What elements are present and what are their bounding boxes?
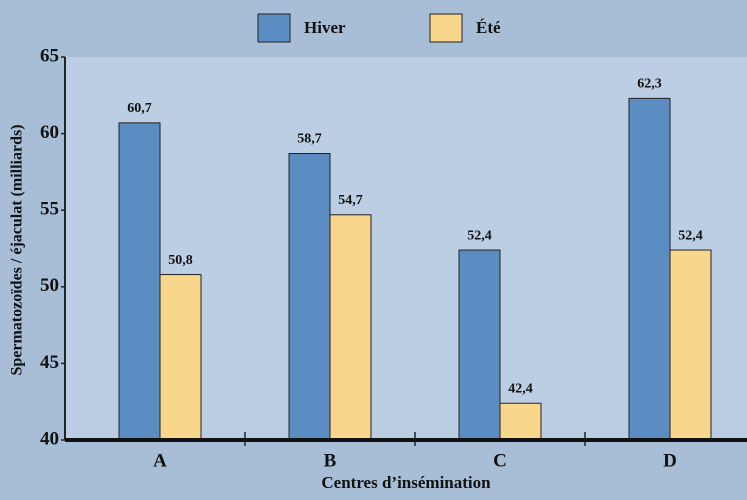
bar <box>670 250 711 440</box>
y-tick-label: 55 <box>40 199 59 220</box>
y-tick-label: 60 <box>40 122 59 143</box>
value-label: 54,7 <box>338 193 363 208</box>
y-axis-label: Spermatozoïdes / éjaculat (milliards) <box>9 124 26 375</box>
y-tick-label: 45 <box>40 352 59 373</box>
value-label: 42,4 <box>508 381 533 396</box>
bar <box>500 403 541 440</box>
y-tick-label: 50 <box>40 275 59 296</box>
bar <box>629 98 670 440</box>
legend-swatch <box>258 14 290 42</box>
legend-swatch <box>430 14 462 42</box>
x-axis-label: Centres d’insémination <box>321 473 491 492</box>
bar <box>330 215 371 440</box>
bar <box>119 123 160 440</box>
chart: Centres d’insémination Spermatozoïdes / … <box>0 0 747 500</box>
legend-label: Hiver <box>304 18 346 37</box>
x-tick-label: B <box>324 450 337 471</box>
value-label: 58,7 <box>297 132 322 147</box>
x-tick-label: C <box>493 450 507 471</box>
x-tick-label: A <box>153 450 167 471</box>
value-label: 52,4 <box>467 228 492 243</box>
bar <box>160 275 201 440</box>
bar <box>289 154 330 440</box>
legend-label: Été <box>476 18 501 37</box>
value-label: 52,4 <box>678 228 703 243</box>
bar <box>459 250 500 440</box>
value-label: 60,7 <box>127 101 152 116</box>
value-label: 62,3 <box>637 77 662 92</box>
value-label: 50,8 <box>168 253 193 268</box>
y-tick-label: 40 <box>40 428 59 449</box>
y-tick-label: 65 <box>40 45 59 66</box>
x-tick-label: D <box>663 450 677 471</box>
